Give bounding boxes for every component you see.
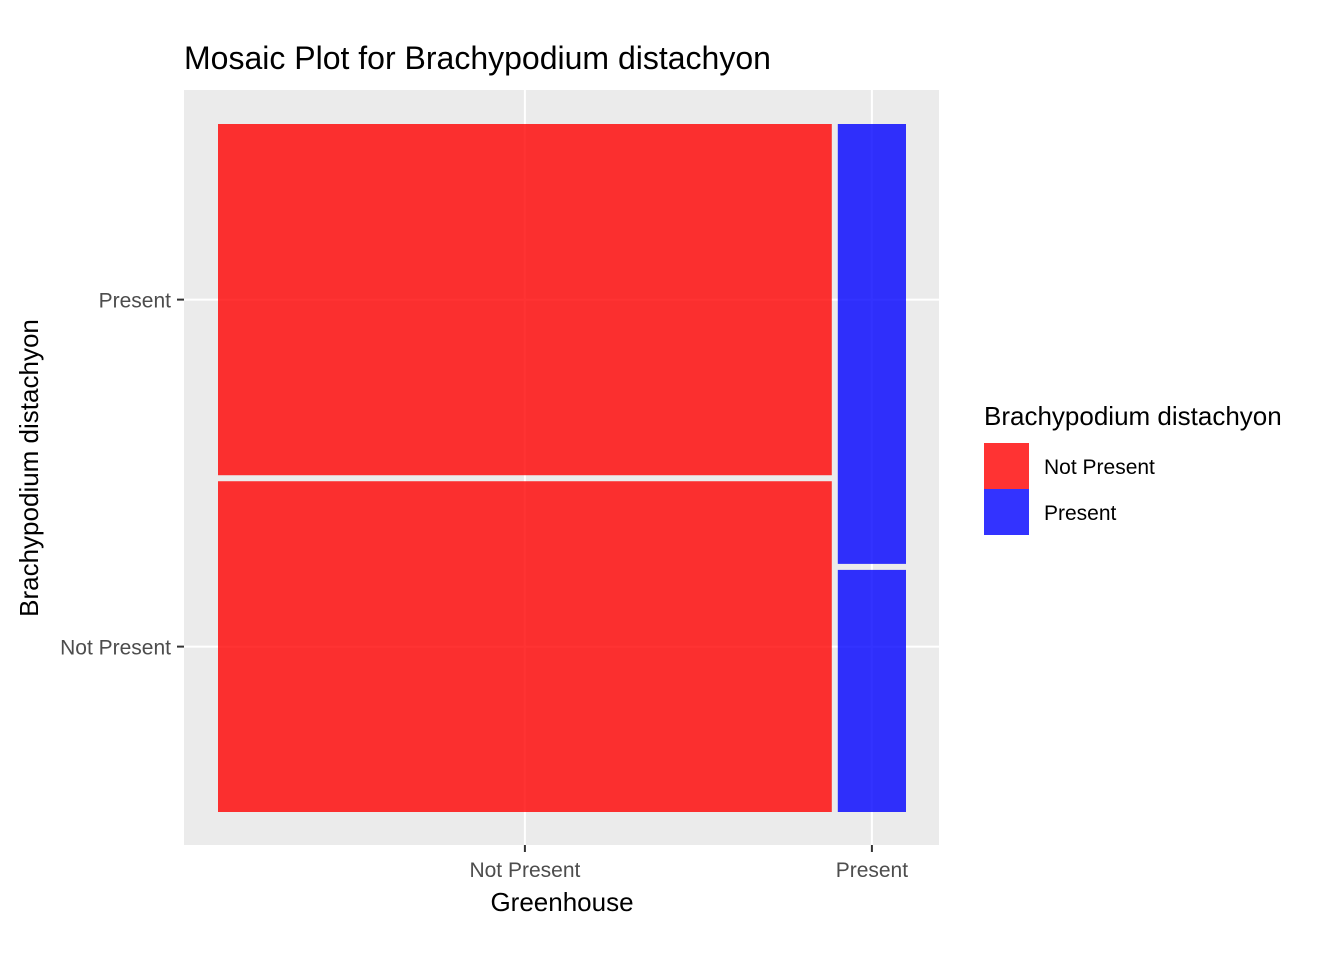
mosaic-cell — [218, 124, 832, 476]
legend-title: Brachypodium distachyon — [984, 401, 1282, 431]
x-axis-title: Greenhouse — [490, 887, 633, 917]
y-axis-title: Brachypodium distachyon — [14, 319, 44, 617]
mosaic-cell — [837, 124, 906, 564]
legend-key — [984, 443, 1029, 489]
legend-label: Not Present — [1044, 456, 1155, 479]
chart-title: Mosaic Plot for Brachypodium distachyon — [184, 40, 771, 76]
x-axis-ticks: Not Present Present — [469, 845, 908, 882]
x-tick-label: Not Present — [469, 859, 580, 882]
y-axis-ticks: Not Present Present — [60, 290, 184, 660]
x-tick-label: Present — [836, 859, 909, 882]
mosaic-cell — [837, 569, 906, 812]
legend-key — [984, 489, 1029, 535]
legend: Brachypodium distachyon Not Present Prese… — [984, 401, 1282, 535]
y-tick-label: Present — [99, 290, 172, 313]
legend-items: Not Present Present — [984, 443, 1155, 535]
y-tick-label: Not Present — [60, 637, 171, 660]
legend-label: Present — [1044, 502, 1117, 525]
mosaic-cell — [218, 481, 832, 812]
mosaic-cells — [218, 124, 906, 812]
